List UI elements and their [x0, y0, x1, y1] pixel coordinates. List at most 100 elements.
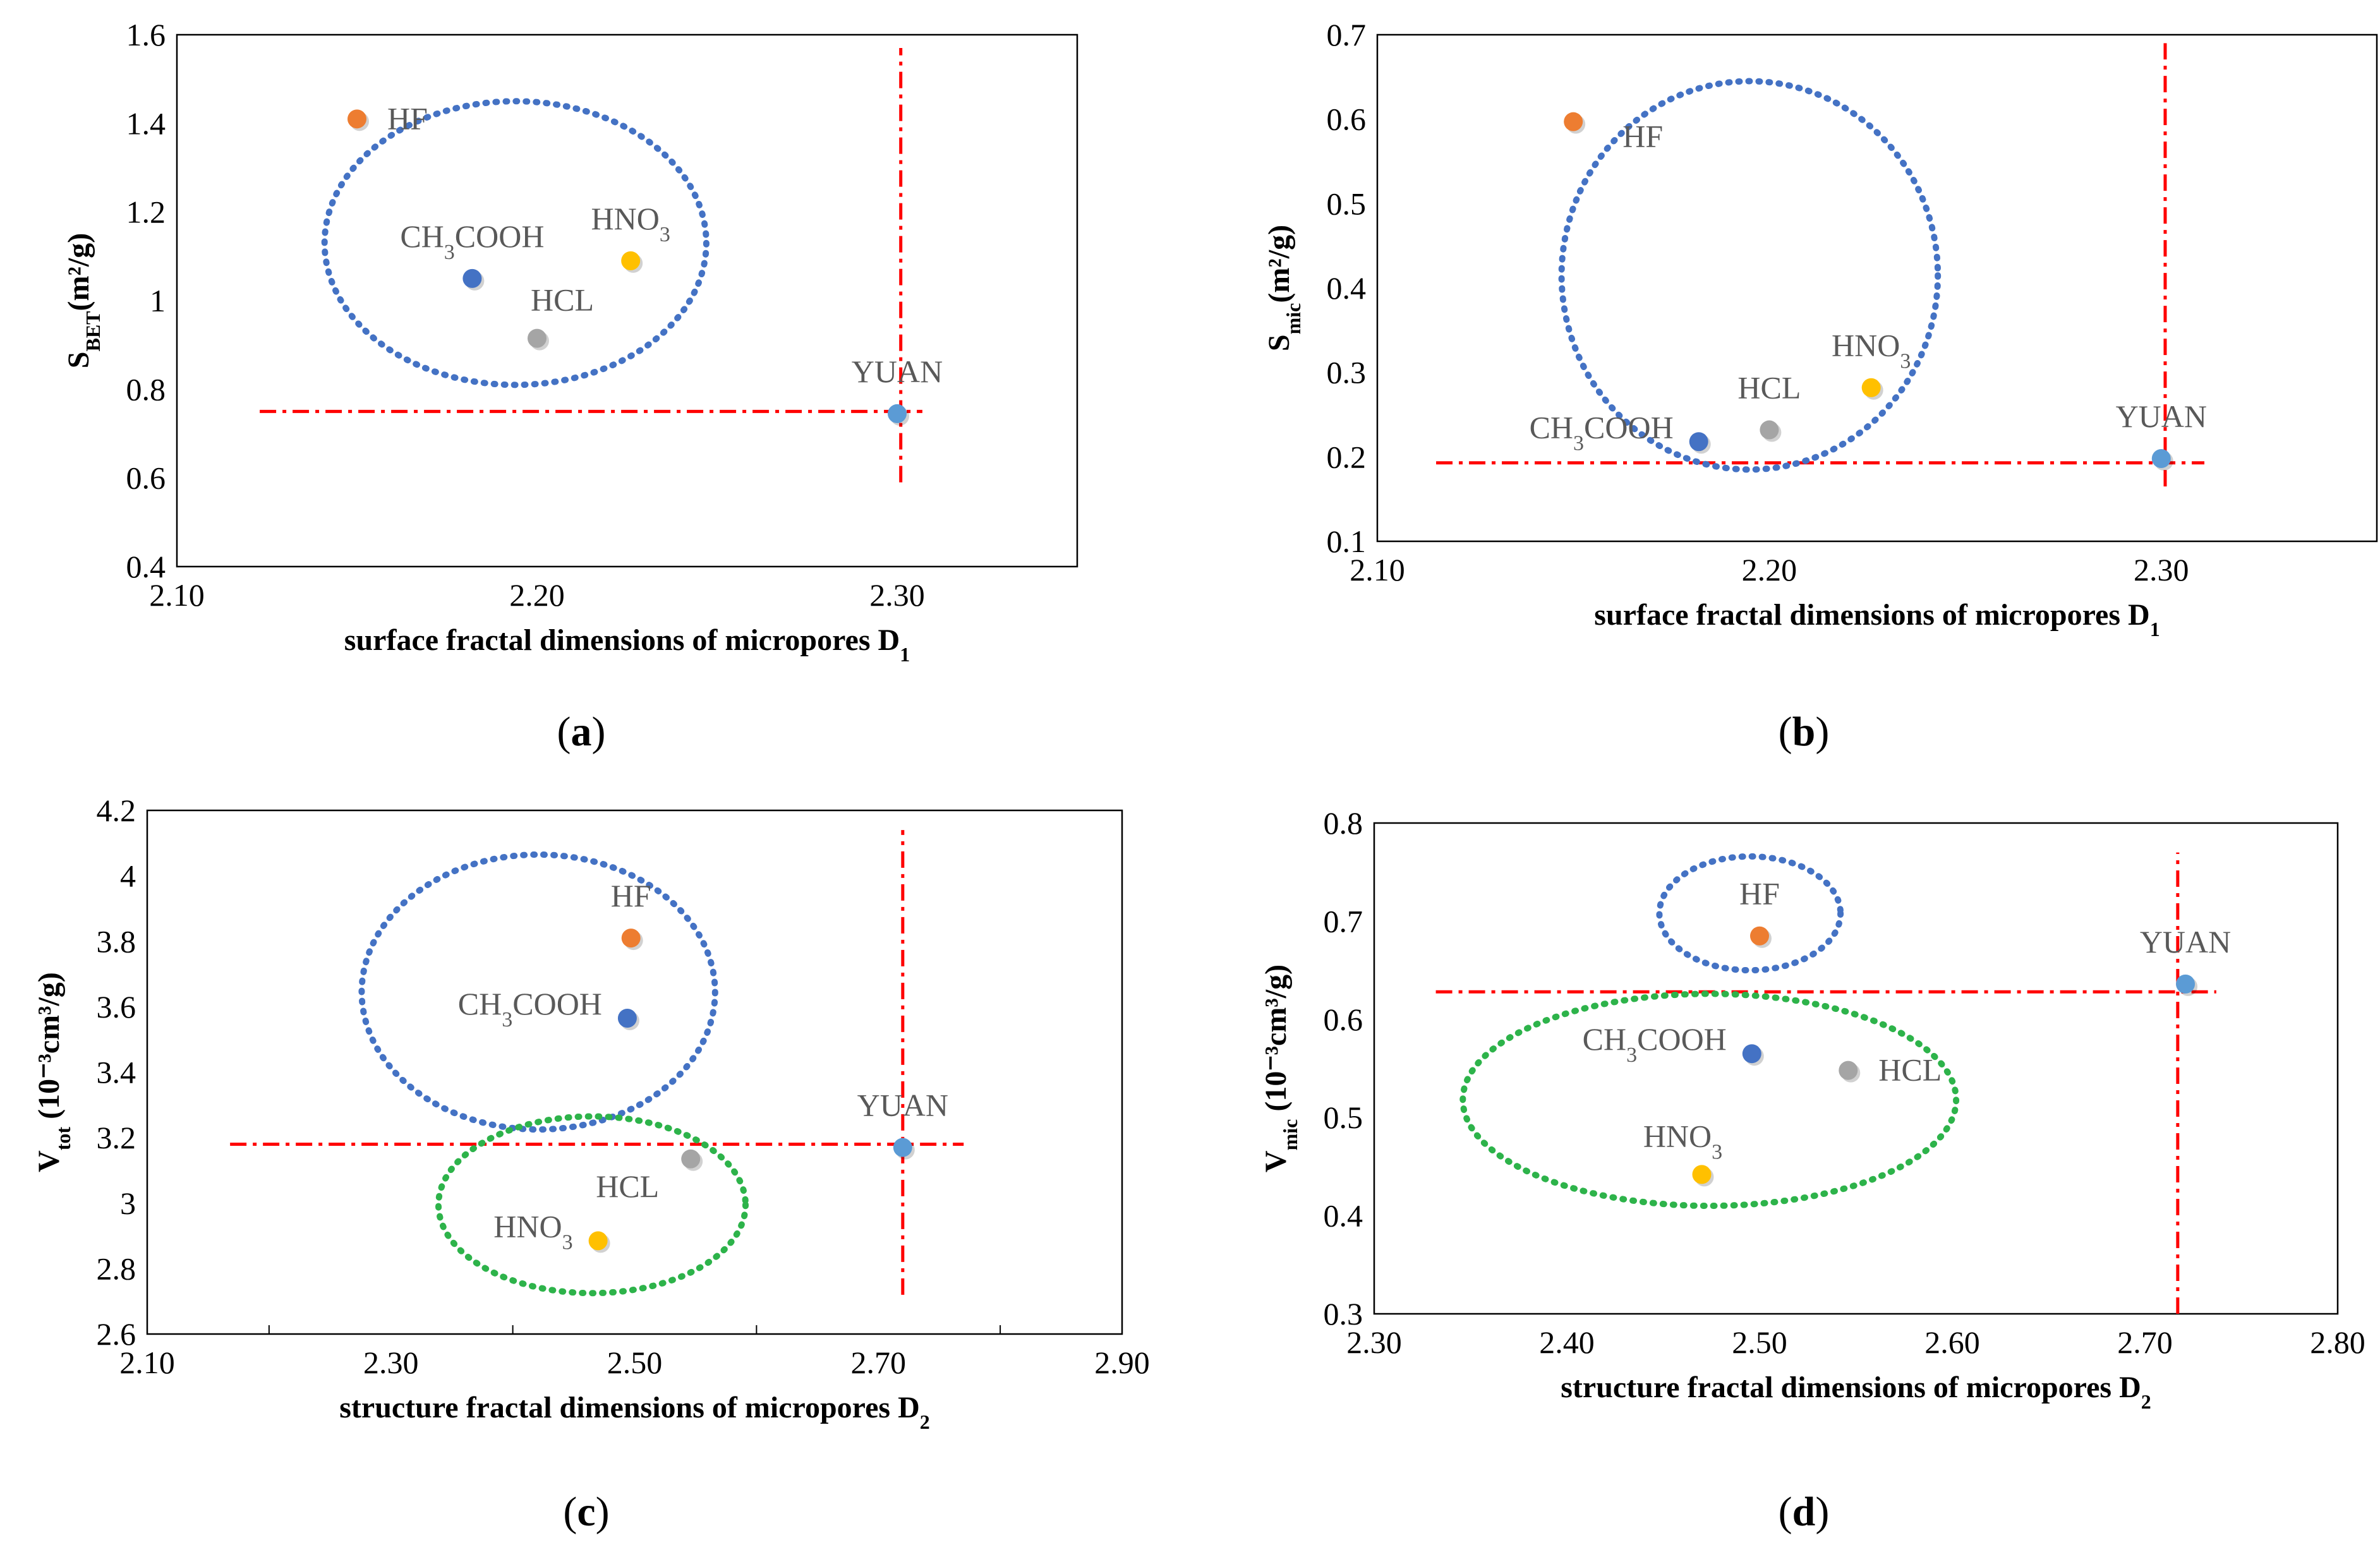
x-tick-label: 2.30: [2134, 552, 2189, 587]
plot-frame: [176, 33, 1078, 568]
point-label: YUAN: [2116, 399, 2207, 434]
panel-caption: (b): [1779, 709, 1830, 755]
y-tick-label: 2.8: [97, 1251, 136, 1286]
chart-panel-b: 0.1 0.2 0.3 0.4 0.5 0.6 0.7 2.10 2.20 2.30 surface…: [1262, 17, 2378, 755]
chart-panel-a: 0.4 0.6 0.8 1 1.2 1.4 1.6 2.10 2.20 2.30 surface f…: [62, 17, 1078, 755]
x-tick-label: 2.60: [1924, 1325, 1980, 1360]
data-point-c-2: [681, 1149, 701, 1169]
y-tick-label: 0.4: [1324, 1198, 1363, 1234]
data-point-d-2: [1742, 1044, 1761, 1064]
y-tick-label: 2.6: [97, 1316, 136, 1352]
x-tick-label: 2.30: [1346, 1325, 1402, 1360]
y-tick-label: 3.8: [97, 923, 136, 959]
y-tick-label: 3.4: [97, 1055, 136, 1090]
y-tick-label: 3: [120, 1186, 136, 1221]
y-tick-label: 4: [120, 858, 136, 894]
x-tick-label: 2.30: [869, 577, 925, 613]
x-tick-label: 2.70: [851, 1345, 907, 1380]
point-label: HNO3: [591, 201, 670, 246]
y-tick-label: 4.2: [97, 793, 136, 828]
plot-frame: [146, 809, 1123, 1335]
x-tick-label: 2.70: [2117, 1325, 2173, 1360]
point-label: YUAN: [2140, 924, 2231, 959]
data-point-d-3: [1839, 1061, 1858, 1080]
data-point-c-0: [621, 929, 641, 948]
point-label: HCL: [1737, 370, 1801, 406]
chart-panel-d: 0.3 0.4 0.5 0.6 0.7 0.8 2.30 2.40 2.50 2.60 2.70 2.…: [1259, 805, 2365, 1535]
chart-panel-c: 2.6 2.8 3 3.2 3.4 3.6 3.8 4 4.2 2.10 2.30 2.50 2.70 2…: [32, 793, 1150, 1535]
y-tick-label: 0.7: [1327, 17, 1367, 52]
y-tick-label: 0.4: [126, 549, 166, 584]
x-tick-label: 2.40: [1539, 1325, 1595, 1360]
y-tick-label: 0.1: [1327, 524, 1367, 559]
point-label: CH3COOH: [400, 219, 544, 264]
point-label: HCL: [1878, 1052, 1942, 1088]
x-axis-title: surface fractal dimensions of micropores…: [344, 623, 910, 666]
point-label: CH3COOH: [1583, 1021, 1727, 1067]
x-tick-label: 2.20: [1742, 552, 1797, 587]
x-axis-title: structure fractal dimensions of micropor…: [339, 1391, 930, 1433]
y-tick-label: 0.4: [1327, 270, 1367, 306]
y-tick-label: 1.2: [126, 195, 166, 230]
group-ellipse: [1459, 990, 1960, 1210]
point-label: YUAN: [857, 1088, 948, 1123]
y-tick-label: 1.4: [126, 105, 166, 141]
point-label: HF: [387, 100, 428, 136]
data-point-c-1: [617, 1009, 637, 1028]
x-tick-label: 2.20: [509, 577, 565, 613]
x-tick-label: 2.50: [1732, 1325, 1787, 1360]
point-label: HCL: [596, 1169, 659, 1204]
panel-caption: (c): [563, 1489, 609, 1535]
y-axis-title: Smic(m²/g): [1262, 225, 1305, 351]
group-ellipse: [1558, 78, 1942, 473]
y-tick-label: 0.3: [1327, 355, 1367, 390]
x-axis-title: surface fractal dimensions of micropores…: [1594, 598, 2160, 640]
point-label: CH3COOH: [458, 986, 602, 1031]
data-point-c-3: [588, 1231, 608, 1251]
data-point-d-0: [1750, 926, 1769, 946]
point-label: HF: [1739, 876, 1780, 911]
y-axis-title: Vtot (10⁻³cm³/g): [32, 972, 75, 1172]
group-ellipse: [321, 98, 710, 388]
data-point-d-4: [1692, 1165, 1712, 1184]
y-tick-label: 1.6: [126, 17, 166, 52]
point-label: HF: [611, 878, 651, 913]
data-point-d-1: [2176, 974, 2196, 994]
y-tick-label: 3.2: [97, 1120, 136, 1155]
y-axis-title: SBET(m²/g): [62, 233, 104, 368]
x-tick-label: 2.90: [1094, 1345, 1150, 1380]
y-axis-title: Vmic (10⁻³cm³/g): [1259, 965, 1302, 1172]
x-tick-label: 2.10: [1350, 552, 1405, 587]
data-point-a-4: [888, 404, 907, 423]
y-tick-label: 0.3: [1324, 1296, 1363, 1332]
y-tick-label: 0.8: [1324, 805, 1363, 841]
data-point-b-0: [1564, 112, 1583, 131]
data-point-a-2: [621, 251, 641, 270]
point-label: HNO3: [493, 1208, 572, 1254]
y-tick-label: 0.7: [1324, 903, 1363, 939]
panel-caption: (a): [557, 709, 606, 755]
panel-caption: (d): [1779, 1489, 1830, 1535]
y-tick-label: 3.6: [97, 989, 136, 1025]
x-tick-label: 2.30: [363, 1345, 419, 1380]
point-label: CH3COOH: [1530, 409, 1674, 455]
y-tick-label: 0.2: [1327, 439, 1367, 474]
data-point-a-1: [462, 268, 482, 288]
data-point-b-3: [1861, 378, 1881, 397]
x-tick-label: 2.10: [149, 577, 205, 613]
x-tick-label: 2.50: [607, 1345, 663, 1380]
plot-frame: [1373, 822, 2339, 1315]
plot-frame: [1376, 33, 2378, 543]
y-tick-label: 0.6: [1324, 1002, 1363, 1037]
point-label: HNO3: [1832, 328, 1911, 373]
data-point-b-1: [1689, 432, 1708, 452]
data-point-b-2: [1760, 420, 1779, 440]
y-tick-label: 0.6: [1327, 102, 1367, 137]
y-tick-label: 0.6: [126, 460, 166, 496]
data-point-b-4: [2151, 449, 2171, 469]
point-label: HCL: [531, 282, 594, 318]
x-tick-label: 2.10: [119, 1345, 175, 1380]
point-label: HF: [1622, 119, 1663, 154]
y-tick-label: 0.8: [126, 371, 166, 407]
